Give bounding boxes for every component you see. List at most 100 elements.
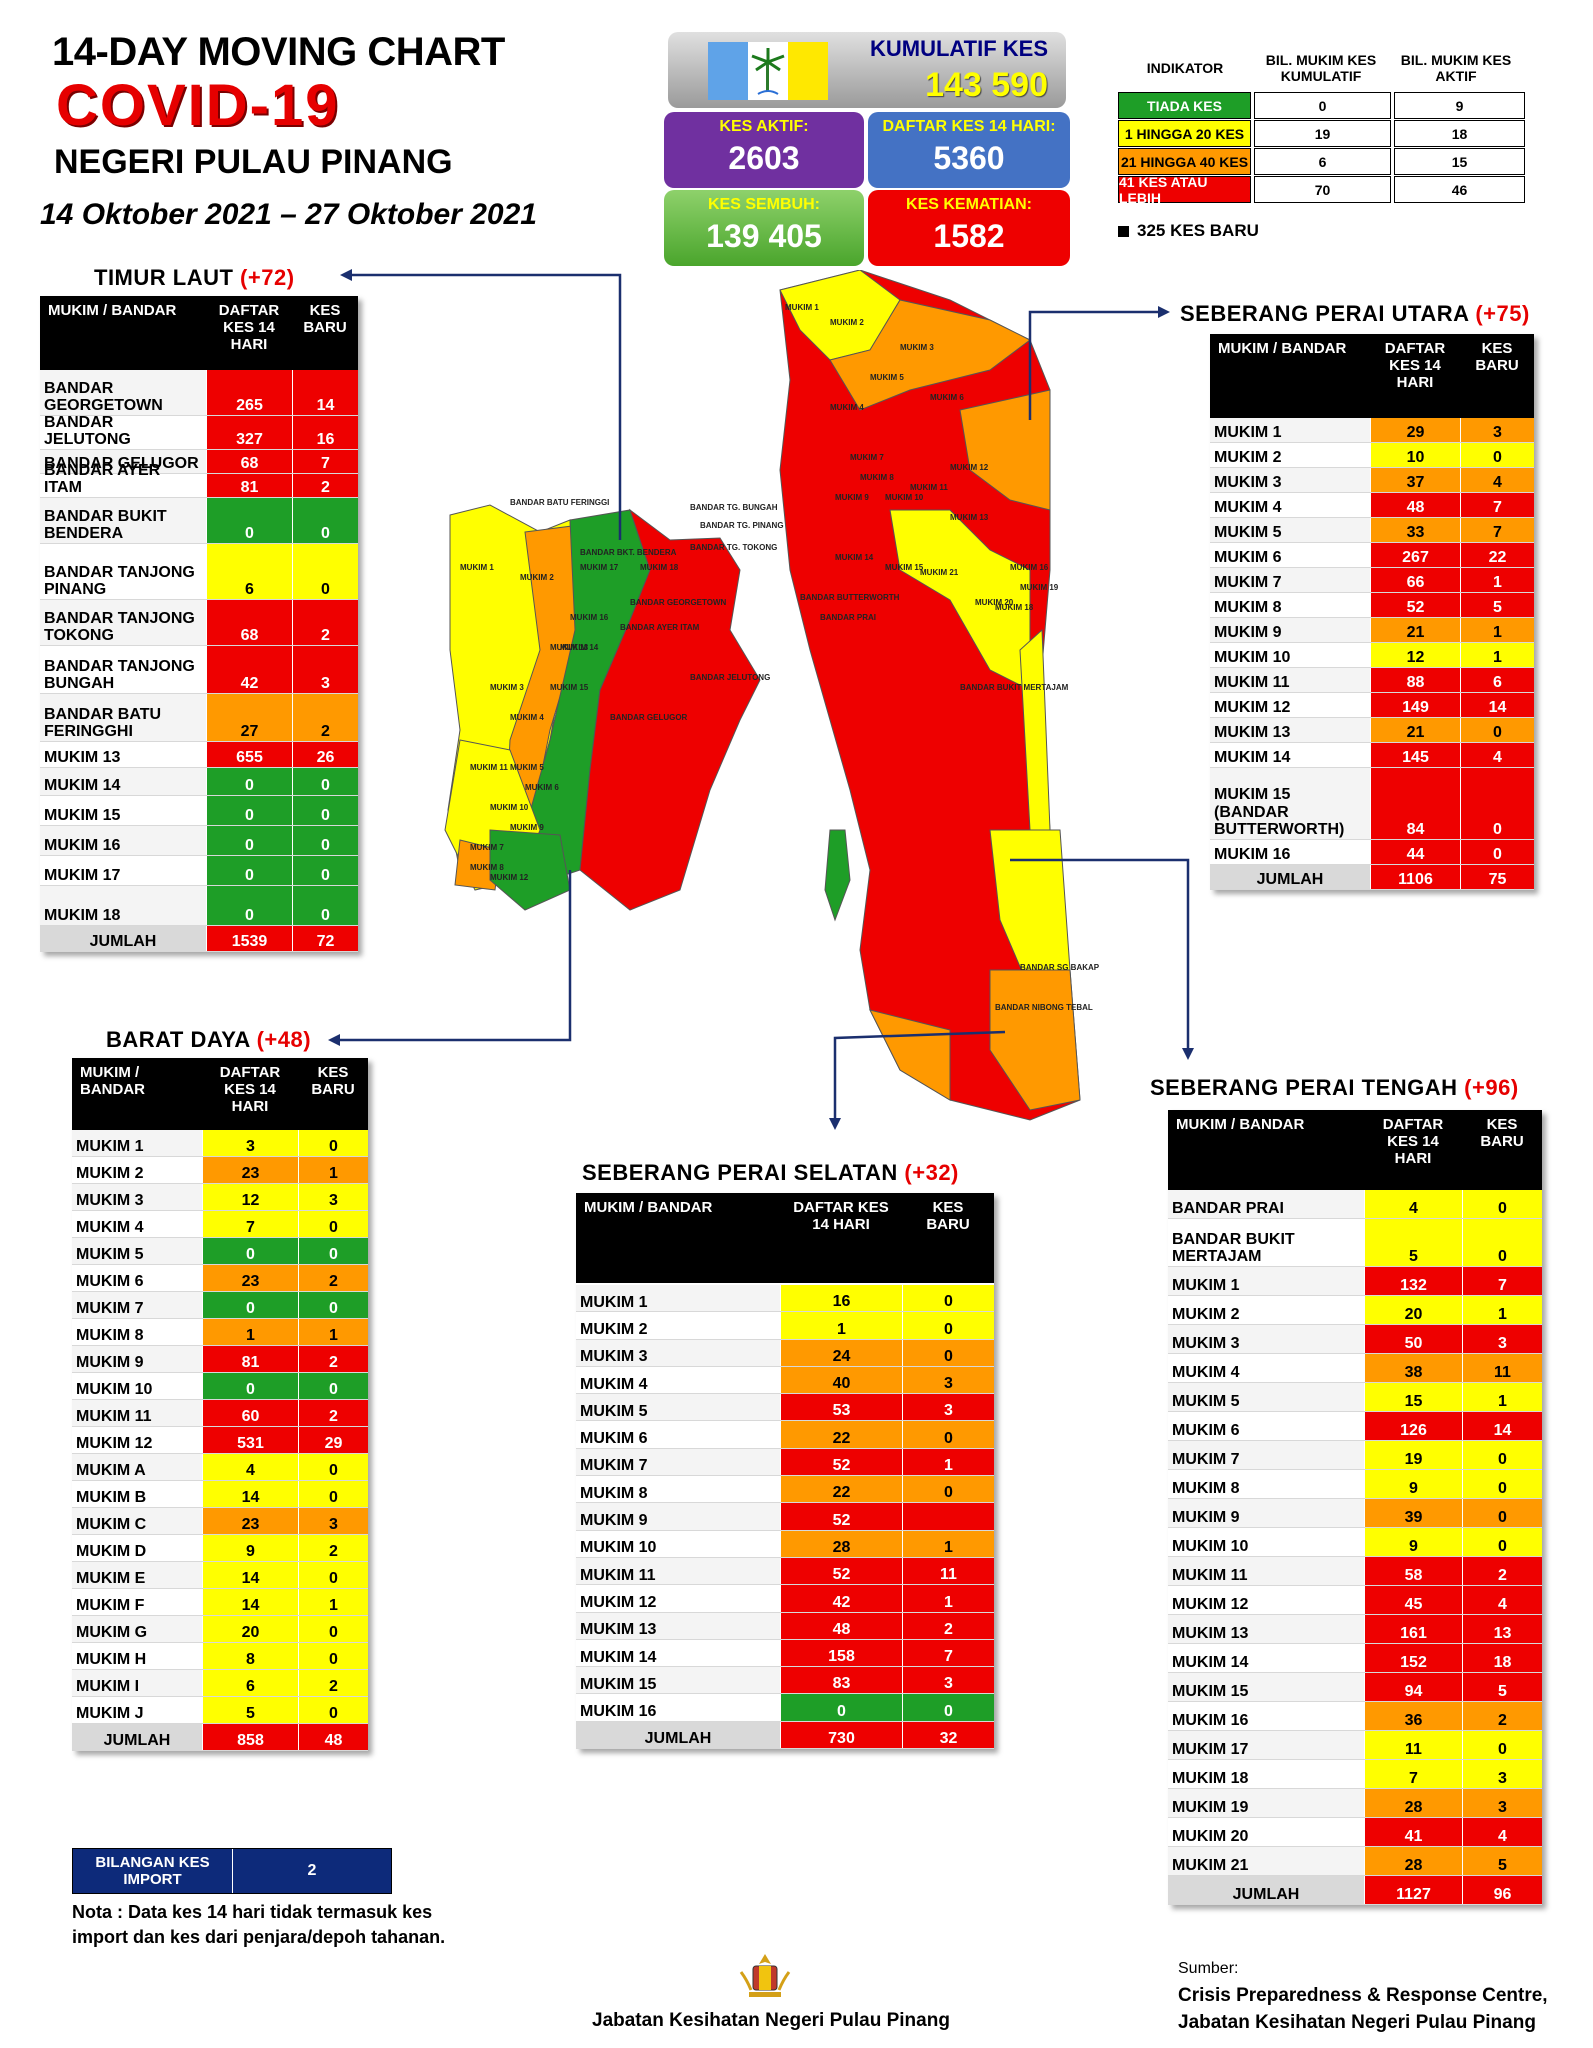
daftar-label: DAFTAR KES 14 HARI: — [882, 118, 1056, 135]
row-name: MUKIM 2 — [576, 1312, 780, 1339]
daftar-value: 88 — [1370, 668, 1460, 692]
row-name: MUKIM 8 — [1210, 593, 1370, 617]
baru-value: 2 — [298, 1265, 368, 1291]
daftar-value: 6 — [206, 544, 292, 599]
daftar-value: 14 — [202, 1562, 298, 1588]
baru-value: 0 — [298, 1481, 368, 1507]
baru-value: 7 — [902, 1639, 994, 1667]
row-name: MUKIM 10 — [576, 1530, 780, 1557]
daftar-value: 730 — [780, 1721, 902, 1749]
spu-title: SEBERANG PERAI UTARA (+75) — [1180, 301, 1530, 327]
baru-value: 32 — [902, 1721, 994, 1749]
daftar-value: 21 — [1370, 718, 1460, 742]
table-row: MUKIM 3 37 4 — [1210, 468, 1534, 493]
table-row: MUKIM 4 38 11 — [1168, 1354, 1542, 1383]
map-label: MUKIM 3 — [900, 343, 934, 352]
table-row: MUKIM 9 52 — [576, 1503, 994, 1531]
baru-value: 0 — [1462, 1731, 1542, 1759]
table-row: MUKIM 18 0 0 — [40, 886, 358, 926]
baru-value: 1 — [1460, 643, 1534, 667]
table-row: MUKIM 11 58 2 — [1168, 1557, 1542, 1586]
row-name: MUKIM 10 — [1210, 643, 1370, 667]
baru-value: 13 — [1462, 1615, 1542, 1643]
baru-value: 4 — [1460, 743, 1534, 767]
row-name: MUKIM C — [72, 1508, 202, 1534]
daftar-value: 158 — [780, 1639, 902, 1667]
spt-table: MUKIM / BANDAR DAFTAR KES 14 HARI KES BARU… — [1168, 1110, 1542, 1905]
map-label: MUKIM 4 — [830, 403, 864, 412]
row-name: MUKIM 12 — [1168, 1586, 1364, 1614]
daftar-value: 3 — [202, 1130, 298, 1156]
kumulatif-value: 143 590 — [925, 66, 1048, 104]
map-label: BANDAR GEORGETOWN — [630, 598, 727, 607]
row-name: MUKIM 5 — [576, 1394, 780, 1421]
covid-title: COVID-19 — [56, 73, 340, 138]
map-label: MUKIM 11 — [910, 483, 948, 492]
map-label: MUKIM 14 — [835, 553, 874, 562]
map-label: MUKIM 13 — [550, 643, 589, 652]
daftar-value: 1127 — [1364, 1876, 1462, 1904]
baru-value: 3 — [298, 1184, 368, 1210]
baru-value: 2 — [298, 1535, 368, 1561]
baru-value: 0 — [292, 796, 358, 825]
legend-category: TIADA KES — [1118, 92, 1251, 119]
row-name: MUKIM F — [72, 1589, 202, 1615]
daftar-value: 4 — [202, 1454, 298, 1480]
table-row: MUKIM 9 39 0 — [1168, 1499, 1542, 1528]
table-row: MUKIM 3 50 3 — [1168, 1325, 1542, 1354]
legend-table: INDIKATOR BIL. MUKIM KES KUMULATIF BIL. … — [1118, 44, 1528, 241]
row-name: JUMLAH — [576, 1721, 780, 1749]
map-label: MUKIM 18 — [995, 603, 1034, 612]
baru-value: 4 — [1462, 1818, 1542, 1846]
table-row: MUKIM 11 60 2 — [72, 1400, 368, 1427]
map-label: MUKIM 2 — [830, 318, 864, 327]
baru-value: 4 — [1460, 468, 1534, 492]
barat-daya-table: MUKIM / BANDAR DAFTAR KES 14 HARI KES BARU… — [72, 1058, 368, 1751]
daftar-value: 60 — [202, 1400, 298, 1426]
daftar-value: 42 — [206, 646, 292, 693]
table-row: MUKIM 2 20 1 — [1168, 1296, 1542, 1325]
map-label: MUKIM 14 — [560, 643, 599, 652]
daftar-value: 19 — [1364, 1441, 1462, 1469]
total-row: JUMLAH 858 48 — [72, 1724, 368, 1751]
row-name: MUKIM 13 — [576, 1612, 780, 1639]
header-daftar: DAFTAR KES 14 HARI — [218, 302, 280, 353]
daftar-value: 36 — [1364, 1702, 1462, 1730]
baru-value: 1 — [1460, 568, 1534, 592]
row-name: MUKIM 8 — [72, 1319, 202, 1345]
table-row: BANDAR TANJONG PINANG 6 0 — [40, 544, 358, 600]
row-name: MUKIM 15 (BANDAR BUTTERWORTH) — [1210, 768, 1370, 839]
row-name: MUKIM 6 — [1210, 543, 1370, 567]
daftar-value: 83 — [780, 1667, 902, 1694]
header-mukim: MUKIM / BANDAR — [1176, 1116, 1305, 1133]
daftar-value: 40 — [780, 1366, 902, 1394]
daftar-value: 21 — [1370, 618, 1460, 642]
row-name: MUKIM 7 — [576, 1448, 780, 1476]
table-row: MUKIM 15 0 0 — [40, 796, 358, 826]
row-name: MUKIM 12 — [72, 1427, 202, 1453]
map-label: MUKIM 8 — [470, 863, 504, 872]
kematian-label: KES KEMATIAN: — [906, 196, 1032, 213]
header-mukim: MUKIM / BANDAR — [1218, 340, 1347, 357]
row-name: MUKIM 3 — [1210, 468, 1370, 492]
row-name: BANDAR AYER ITAM — [40, 462, 206, 497]
row-name: MUKIM 6 — [1168, 1412, 1364, 1440]
daftar-value: 1106 — [1370, 865, 1460, 889]
palm-tree-icon — [751, 48, 785, 95]
baru-value: 18 — [1462, 1644, 1542, 1672]
row-name: MUKIM 5 — [1210, 518, 1370, 542]
daftar-value: 0 — [206, 826, 292, 855]
map-label: MUKIM 6 — [930, 393, 964, 402]
arrowhead-barat-daya — [328, 1034, 340, 1046]
daftar-value: 24 — [780, 1339, 902, 1366]
baru-value: 72 — [292, 926, 358, 951]
header-mukim: MUKIM / BANDAR — [80, 1064, 145, 1098]
baru-value: 11 — [902, 1557, 994, 1585]
baru-value: 7 — [1462, 1267, 1542, 1295]
table-row: MUKIM 15 94 5 — [1168, 1673, 1542, 1702]
legend-category: 21 HINGGA 40 KES — [1118, 148, 1251, 175]
daftar-value: 22 — [780, 1421, 902, 1448]
